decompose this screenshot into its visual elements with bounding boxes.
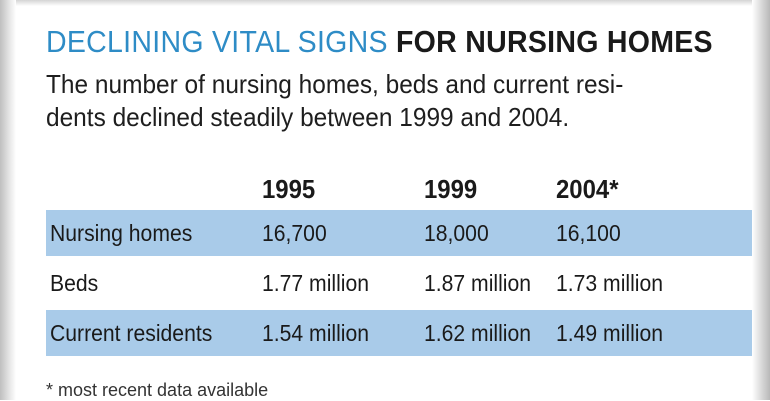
cell-value: 1.77 million [262, 270, 370, 296]
column-header-1995: 1995 [262, 174, 316, 204]
cell-value: 16,700 [262, 220, 327, 246]
cell-value: 18,000 [424, 220, 489, 246]
column-header-1999: 1999 [424, 174, 478, 204]
chart-subtitle: The number of nursing homes, beds and cu… [46, 68, 704, 134]
row-label: Beds [50, 270, 99, 296]
table-row-current-residents: Current residents 1.54 million 1.62 mill… [46, 310, 752, 356]
cell-value: 16,100 [556, 220, 621, 246]
column-header-2004: 2004* [556, 174, 619, 204]
table-row-beds: Beds 1.77 million 1.87 million 1.73 mill… [46, 260, 752, 306]
infographic-card: DECLINING VITAL SIGNS FOR NURSING HOMES … [18, 6, 752, 400]
frame-shadow-right [752, 0, 770, 400]
frame-shadow-left [0, 0, 16, 400]
subtitle-line-2: dents declined steadily between 1999 and… [46, 102, 570, 132]
cell-value: 1.62 million [424, 320, 532, 346]
subtitle-line-1: The number of nursing homes, beds and cu… [46, 69, 624, 99]
row-label: Nursing homes [50, 220, 193, 246]
cell-value: 1.49 million [556, 320, 664, 346]
cell-value: 1.87 million [424, 270, 532, 296]
chart-title: DECLINING VITAL SIGNS FOR NURSING HOMES [46, 22, 713, 62]
title-accent: DECLINING VITAL SIGNS [46, 24, 388, 59]
footnote: * most recent data available [46, 380, 269, 400]
row-label: Current residents [50, 320, 213, 346]
table-row-nursing-homes: Nursing homes 16,700 18,000 16,100 [46, 210, 752, 256]
title-main: FOR NURSING HOMES [395, 24, 713, 59]
cell-value: 1.73 million [556, 270, 664, 296]
cell-value: 1.54 million [262, 320, 370, 346]
frame-shadow-top [0, 0, 770, 6]
